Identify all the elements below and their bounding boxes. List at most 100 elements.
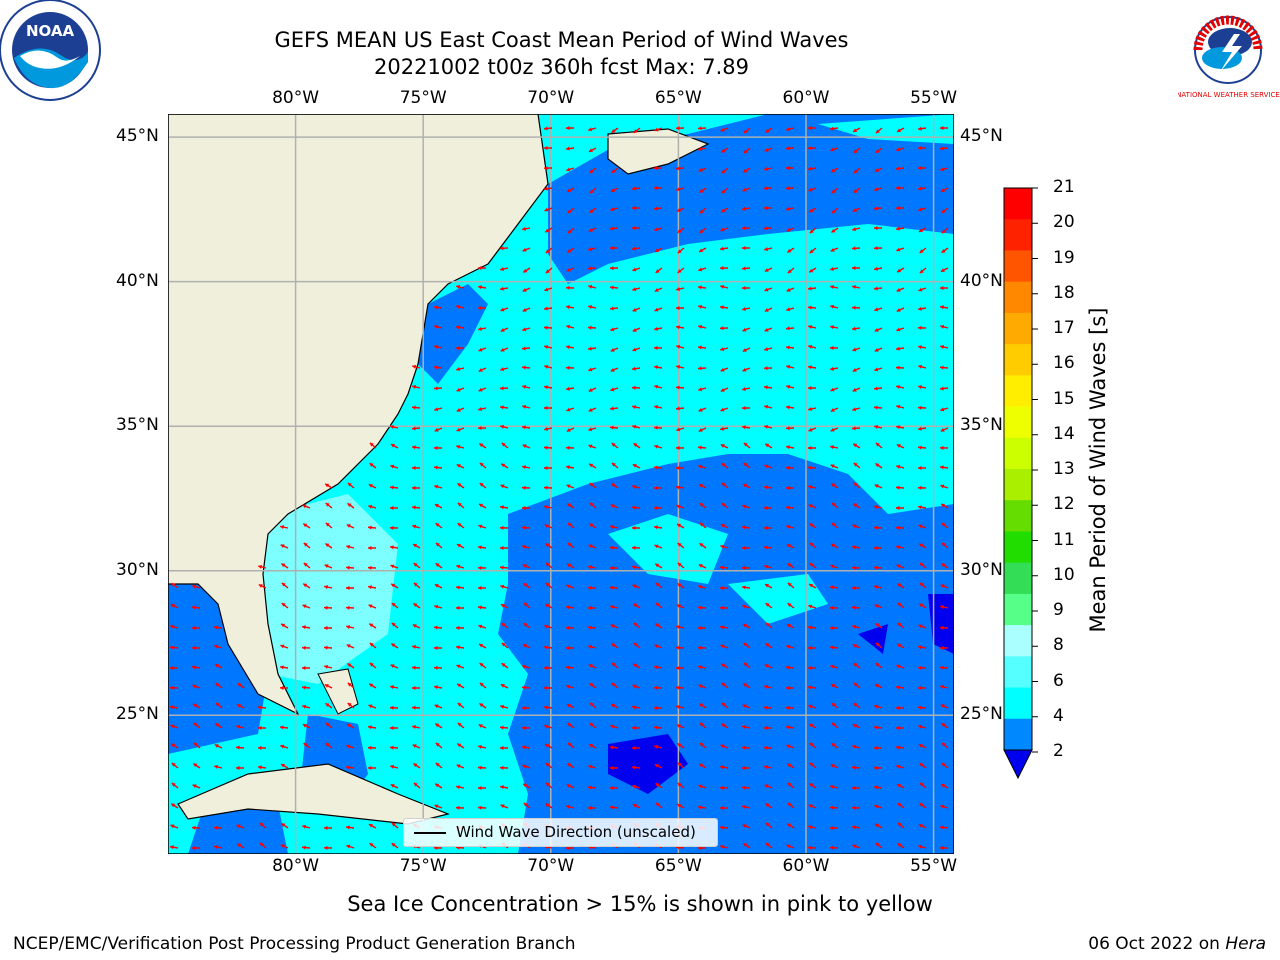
wave-arrow-head: [566, 324, 571, 329]
colorbar-tick-label: 10: [1053, 564, 1075, 585]
wave-arrow-head: [918, 645, 922, 650]
wave-arrow-head: [742, 386, 746, 391]
wave-arrow-head: [346, 605, 350, 610]
wave-arrow-head: [699, 229, 704, 233]
wave-arrow-head: [830, 605, 834, 610]
wave-arrow-head: [896, 725, 900, 731]
wave-arrow-head: [567, 248, 572, 253]
wave-arrow-head: [809, 762, 814, 767]
wave-arrow-head: [303, 523, 308, 528]
wave-arrow-head: [435, 762, 440, 767]
wave-arrow-head: [611, 683, 616, 687]
wave-arrow-head: [786, 685, 790, 691]
colorbar-tick-label: 12: [1053, 494, 1075, 515]
wave-arrow-head: [743, 129, 748, 134]
wave-arrow-head: [941, 783, 946, 788]
colorbar-segment: [1004, 437, 1032, 470]
wave-arrow-head: [940, 645, 944, 651]
wave-arrow-head: [434, 427, 439, 432]
wave-arrow-head: [676, 385, 680, 390]
wave-arrow-head: [390, 525, 394, 530]
wave-arrow-head: [302, 724, 307, 728]
wave-arrow-head: [742, 745, 746, 750]
wave-arrow-head: [413, 543, 418, 548]
wave-arrow-head: [897, 128, 902, 133]
wave-arrow-head: [457, 502, 462, 507]
wave-arrow-head: [896, 545, 900, 550]
wave-arrow-head: [566, 386, 570, 391]
wave-arrow-head: [500, 785, 504, 790]
wave-arrow-head: [303, 562, 308, 567]
wave-arrow-head: [544, 524, 549, 529]
wave-arrow-head: [787, 563, 792, 567]
wave-arrow-head: [566, 267, 571, 272]
wave-arrow-head: [391, 643, 396, 648]
wave-arrow-head: [545, 249, 550, 254]
wave-arrow-head: [171, 782, 176, 787]
wave-arrow-head: [852, 265, 856, 271]
wave-arrow-head: [456, 764, 461, 769]
wave-arrow-head: [237, 683, 242, 687]
wave-arrow-head: [324, 605, 328, 610]
wave-arrow-head: [435, 542, 440, 547]
wave-arrow-head: [500, 525, 504, 530]
wave-arrow-head: [566, 484, 571, 489]
wave-arrow-head: [896, 764, 901, 769]
wave-arrow-head: [281, 623, 286, 628]
wave-arrow-head: [368, 765, 372, 771]
wave-arrow-head: [544, 166, 548, 171]
wave-arrow-head: [874, 187, 879, 192]
wave-arrow-head: [830, 585, 834, 590]
wave-arrow-head: [413, 603, 418, 608]
wave-arrow-head: [852, 246, 856, 251]
wave-arrow-head: [940, 285, 944, 291]
wave-arrow-head: [654, 444, 659, 449]
wave-arrow-head: [676, 187, 681, 192]
wave-arrow-head: [456, 605, 460, 611]
wave-arrow-head: [852, 585, 856, 591]
wave-arrow-head: [544, 344, 548, 350]
longitude-label: 55°W: [910, 856, 958, 876]
wave-arrow-head: [434, 665, 438, 670]
wave-arrow-head: [918, 306, 922, 311]
wave-arrow-head: [831, 523, 836, 527]
wave-arrow-head: [918, 146, 922, 151]
wave-arrow-head: [786, 206, 790, 211]
wave-arrow-head: [567, 188, 572, 193]
wave-arrow-head: [742, 804, 747, 809]
wave-arrow-head: [215, 663, 220, 668]
wave-arrow-head: [743, 483, 748, 488]
wave-arrow-head: [808, 604, 813, 609]
wave-arrow-head: [764, 226, 768, 231]
wave-arrow-head: [830, 764, 835, 768]
wave-arrow-head: [940, 605, 944, 610]
wave-arrow-head: [456, 325, 460, 330]
wave-arrow-head: [479, 462, 484, 467]
wave-arrow-head: [523, 602, 528, 607]
wave-arrow-head: [786, 725, 790, 730]
wave-arrow-head: [567, 503, 572, 508]
wave-arrow-head: [698, 407, 703, 412]
wave-arrow-head: [940, 584, 945, 589]
wave-arrow-head: [875, 663, 880, 667]
wave-arrow-head: [852, 227, 857, 232]
wave-arrow-head: [633, 642, 638, 647]
wave-arrow-head: [610, 207, 615, 212]
colorbar-tick-label: 11: [1053, 529, 1075, 550]
wave-arrow-head: [368, 824, 373, 828]
wave-arrow-head: [610, 504, 615, 508]
wave-arrow-head: [764, 268, 769, 272]
longitude-label: 55°W: [910, 88, 958, 108]
wave-arrow-head: [324, 845, 328, 850]
wave-arrow-head: [456, 585, 460, 590]
wave-arrow-head: [720, 805, 724, 811]
wave-arrow-head: [434, 685, 438, 690]
wave-arrow-head: [918, 385, 922, 390]
wave-arrow-head: [765, 822, 770, 827]
wave-arrow-head: [721, 723, 726, 728]
wave-arrow-head: [500, 584, 505, 589]
wave-arrow-head: [192, 625, 196, 631]
wave-arrow-head: [302, 704, 307, 709]
wave-arrow-head: [721, 503, 726, 507]
colorbar-segment: [1004, 656, 1032, 689]
